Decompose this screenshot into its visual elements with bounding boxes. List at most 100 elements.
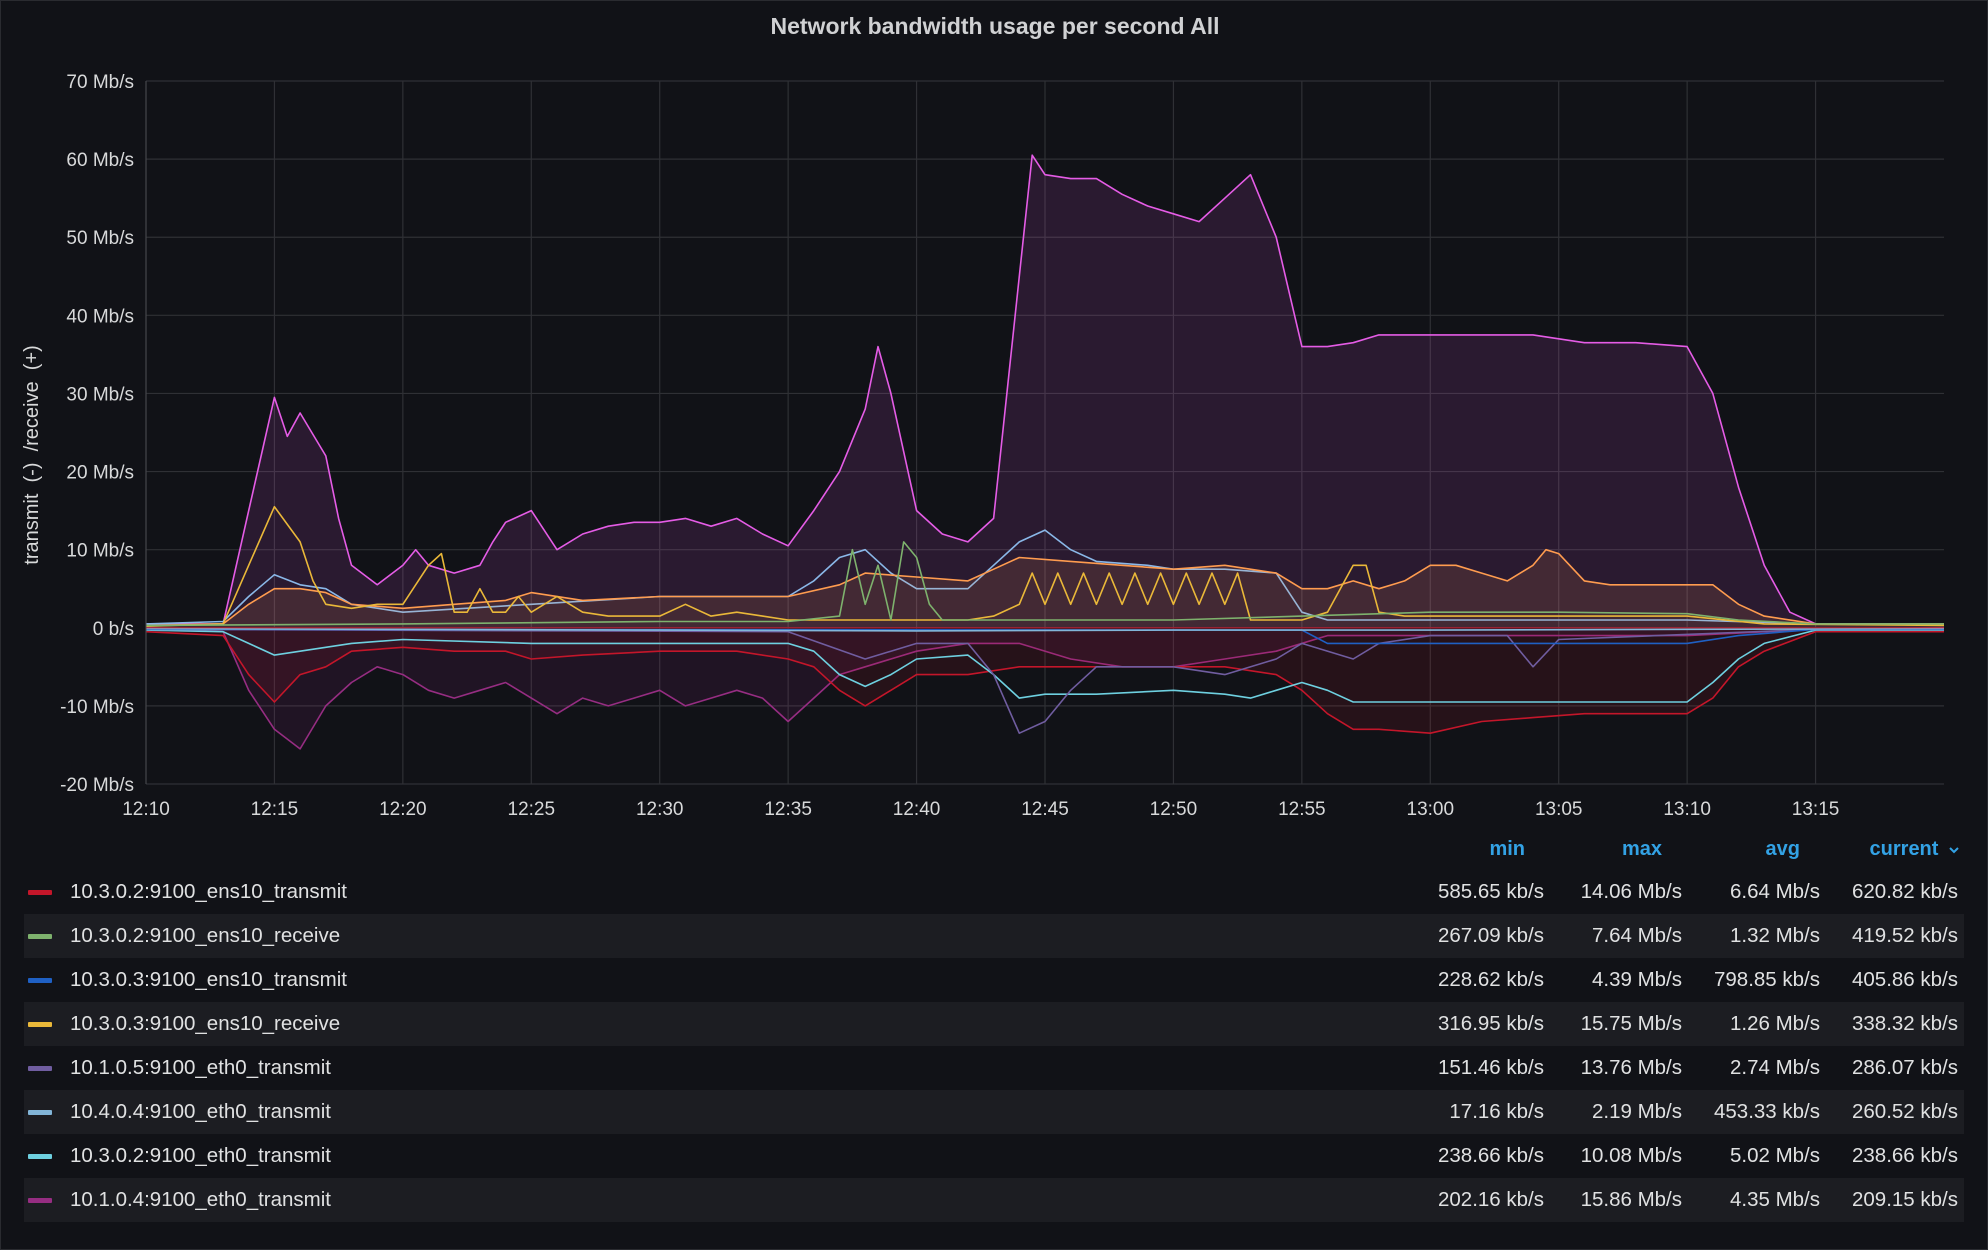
x-tick-label: 12:40: [893, 799, 941, 820]
series-line-6: [145, 627, 1945, 632]
legend-value-avg: 1.32 Mb/s: [1729, 924, 1820, 947]
legend-swatch[interactable]: [28, 1110, 52, 1115]
legend-value-min: 267.09 kb/s: [1438, 924, 1544, 947]
legend-value-max: 15.86 Mb/s: [1580, 1188, 1682, 1211]
series-line-7: [145, 529, 1944, 625]
y-axis-label: transmit (-) /receive (+): [21, 345, 43, 564]
legend-row[interactable]: 10.3.0.2:9100_eth0_transmit 238.66 kb/s 10…: [24, 1134, 1964, 1178]
x-tick-label: 12:35: [764, 799, 812, 820]
legend-series-name[interactable]: 10.3.0.2:9100_ens10_transmit: [70, 880, 347, 903]
legend-header-max[interactable]: max: [1621, 838, 1662, 860]
legend-value-min: 202.16 kb/s: [1438, 1188, 1544, 1211]
legend-value-max: 15.75 Mb/s: [1580, 1012, 1682, 1035]
legend-value-current: 286.07 kb/s: [1852, 1056, 1958, 1079]
legend-row[interactable]: 10.3.0.3:9100_ens10_transmit 228.62 kb/s 4…: [24, 958, 1964, 1002]
legend-value-current: 238.66 kb/s: [1852, 1144, 1958, 1167]
series-line-2: [145, 630, 1944, 734]
chart: 70 Mb/s 60 Mb/s 50 Mb/s 40 Mb/s 30 Mb/s 20 Mb…: [21, 72, 1945, 820]
y-tick-label: 0 b/s: [93, 619, 134, 640]
legend-header-min[interactable]: min: [1489, 838, 1525, 860]
legend-value-current: 209.15 kb/s: [1852, 1188, 1958, 1211]
legend-value-avg: 6.64 Mb/s: [1729, 880, 1820, 903]
series-line-10: [145, 541, 1944, 627]
legend-value-min: 316.95 kb/s: [1438, 1012, 1544, 1035]
legend-swatch[interactable]: [28, 934, 52, 939]
x-tick-label: 12:25: [508, 799, 556, 820]
legend-swatch[interactable]: [28, 978, 52, 983]
x-tick-label: 12:45: [1021, 799, 1069, 820]
x-tick-label: 12:15: [251, 799, 299, 820]
legend-series-name[interactable]: 10.3.0.3:9100_ens10_receive: [70, 1012, 341, 1035]
legend-value-max: 14.06 Mb/s: [1580, 880, 1682, 903]
legend-swatch[interactable]: [28, 1198, 52, 1203]
legend-header: min max avg current: [0, 838, 1988, 868]
legend-value-avg: 5.02 Mb/s: [1729, 1144, 1820, 1167]
legend-series-name[interactable]: 10.1.0.4:9100_eth0_transmit: [70, 1188, 331, 1211]
legend-value-max: 13.76 Mb/s: [1580, 1056, 1682, 1079]
legend-value-min: 238.66 kb/s: [1438, 1144, 1544, 1167]
legend-value-max: 2.19 Mb/s: [1591, 1100, 1682, 1123]
legend-value-min: 17.16 kb/s: [1449, 1100, 1544, 1123]
legend-value-current: 405.86 kb/s: [1852, 968, 1958, 991]
y-tick-label: -20 Mb/s: [60, 775, 134, 796]
legend-swatch[interactable]: [28, 890, 52, 895]
legend-row[interactable]: 10.3.0.2:9100_ens10_transmit 585.65 kb/s 1…: [24, 870, 1964, 914]
legend-value-max: 4.39 Mb/s: [1591, 968, 1682, 991]
legend-series-name[interactable]: 10.1.0.5:9100_eth0_transmit: [70, 1056, 331, 1079]
x-tick-label: 12:30: [636, 799, 684, 820]
legend-table: 10.3.0.2:9100_ens10_transmit 585.65 kb/s 1…: [24, 870, 1964, 1222]
y-tick-label: 70 Mb/s: [66, 72, 134, 93]
legend-header-avg[interactable]: avg: [1765, 838, 1800, 860]
legend-series-name[interactable]: 10.3.0.2:9100_ens10_receive: [70, 924, 341, 947]
y-tick-label: 20 Mb/s: [66, 463, 134, 484]
legend-value-current: 260.52 kb/s: [1852, 1100, 1958, 1123]
series-area-1: [146, 627, 1944, 749]
legend-value-current: 338.32 kb/s: [1852, 1012, 1958, 1035]
y-tick-label: -10 Mb/s: [60, 697, 134, 718]
legend-row[interactable]: 10.1.0.5:9100_eth0_transmit 151.46 kb/s 13…: [24, 1046, 1964, 1090]
legend-row[interactable]: 10.3.0.3:9100_ens10_receive 316.95 kb/s 15…: [24, 1002, 1964, 1046]
series-area-8: [146, 549, 1944, 628]
x-tick-label: 12:50: [1150, 799, 1198, 820]
legend-swatch[interactable]: [28, 1154, 52, 1159]
legend-value-min: 228.62 kb/s: [1438, 968, 1544, 991]
legend-value-max: 10.08 Mb/s: [1580, 1144, 1682, 1167]
series-line-4: [145, 628, 1944, 734]
x-tick-label: 13:10: [1663, 799, 1711, 820]
legend-row[interactable]: 10.4.0.4:9100_eth0_transmit 17.16 kb/s 2.1…: [24, 1090, 1964, 1134]
legend-value-avg: 2.74 Mb/s: [1729, 1056, 1820, 1079]
series-line-0: [146, 154, 1944, 625]
legend-row[interactable]: 10.1.0.4:9100_eth0_transmit 202.16 kb/s 15…: [24, 1178, 1964, 1222]
y-tick-label: 40 Mb/s: [66, 306, 134, 327]
legend-series-name[interactable]: 10.3.0.3:9100_ens10_transmit: [70, 968, 347, 991]
legend-row[interactable]: 10.3.0.2:9100_ens10_receive 267.09 kb/s 7.…: [24, 914, 1964, 958]
legend-series-name[interactable]: 10.3.0.2:9100_eth0_transmit: [70, 1144, 331, 1167]
legend-value-avg: 453.33 kb/s: [1714, 1100, 1820, 1123]
legend-value-avg: 4.35 Mb/s: [1729, 1188, 1820, 1211]
x-tick-label: 13:05: [1535, 799, 1583, 820]
x-tick-label: 12:10: [122, 799, 170, 820]
x-tick-label: 13:00: [1407, 799, 1455, 820]
x-tick-label: 12:20: [379, 799, 427, 820]
legend-value-avg: 798.85 kb/s: [1714, 968, 1820, 991]
chart-series: [145, 154, 1945, 750]
legend-value-min: 151.46 kb/s: [1438, 1056, 1544, 1079]
legend-value-min: 585.65 kb/s: [1438, 880, 1544, 903]
panel-title[interactable]: Network bandwidth usage per second All: [770, 13, 1220, 39]
chart-axes: 70 Mb/s 60 Mb/s 50 Mb/s 40 Mb/s 30 Mb/s 20 Mb…: [60, 72, 1839, 820]
y-tick-label: 10 Mb/s: [66, 541, 134, 562]
series-line-8: [145, 548, 1944, 627]
y-tick-label: 60 Mb/s: [66, 150, 134, 171]
y-tick-label: 30 Mb/s: [66, 384, 134, 405]
legend-value-current: 419.52 kb/s: [1852, 924, 1958, 947]
chevron-down-icon: [1949, 847, 1959, 854]
legend-swatch[interactable]: [28, 1022, 52, 1027]
series-line-3: [145, 629, 1944, 703]
legend-swatch[interactable]: [28, 1066, 52, 1071]
legend-header-current[interactable]: current: [1830, 838, 1960, 861]
legend-series-name[interactable]: 10.4.0.4:9100_eth0_transmit: [70, 1100, 331, 1123]
legend-value-avg: 1.26 Mb/s: [1729, 1012, 1820, 1035]
x-tick-label: 13:15: [1792, 799, 1840, 820]
y-tick-label: 50 Mb/s: [66, 228, 134, 249]
legend-value-max: 7.64 Mb/s: [1591, 924, 1682, 947]
